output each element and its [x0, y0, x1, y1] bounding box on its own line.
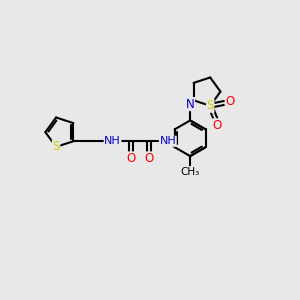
Text: O: O [213, 119, 222, 132]
Text: S: S [206, 99, 214, 112]
Text: NH: NH [104, 136, 121, 146]
Text: O: O [126, 152, 136, 165]
Text: S: S [52, 140, 60, 153]
Text: CH₃: CH₃ [181, 167, 200, 177]
Text: O: O [145, 152, 154, 165]
Text: NH: NH [160, 136, 176, 146]
Text: N: N [186, 98, 194, 111]
Text: O: O [225, 95, 234, 108]
